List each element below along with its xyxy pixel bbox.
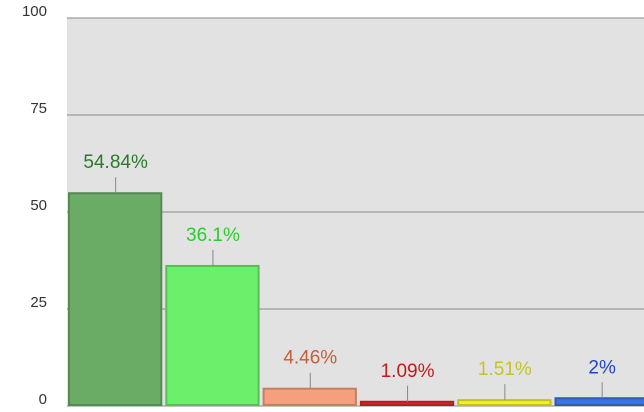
bar [359, 400, 455, 407]
y-tick-label: 75 [30, 100, 47, 117]
bar [457, 399, 552, 407]
value-label: 1.51% [478, 359, 532, 380]
bar [554, 397, 644, 406]
value-label: 1.09% [381, 361, 435, 382]
y-tick-label: 50 [30, 197, 47, 214]
bar [262, 387, 357, 406]
value-label: 36.1% [186, 225, 240, 246]
value-label: 2% [588, 357, 616, 378]
value-label: 54.84% [83, 152, 148, 173]
bar [165, 264, 260, 406]
y-tick-label: 0 [39, 391, 47, 408]
bar [68, 192, 163, 406]
y-tick-label: 25 [30, 294, 47, 311]
y-tick-label: 100 [22, 3, 47, 20]
value-label: 4.46% [283, 348, 337, 369]
